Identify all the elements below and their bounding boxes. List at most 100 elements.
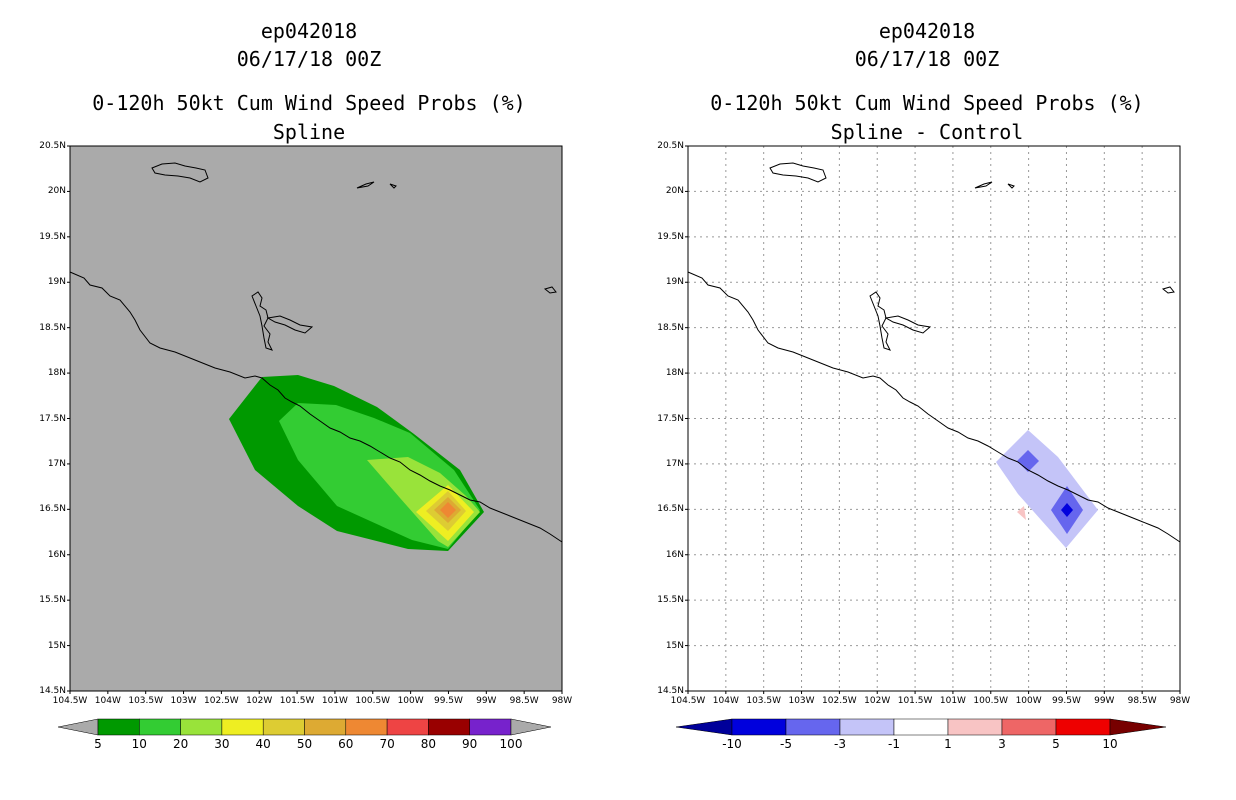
colorbar-swatch	[731, 718, 787, 736]
lon-label: 98W	[1169, 696, 1191, 706]
colorbar-label: 1	[944, 737, 952, 751]
colorbar-label: 20	[172, 737, 189, 751]
lon-label: 100W	[1015, 696, 1042, 706]
lake-reservoir	[251, 291, 314, 351]
lat-label: 16.5N	[39, 504, 66, 515]
island-small-2	[1007, 183, 1015, 189]
lat-label: 14.5N	[657, 686, 684, 696]
subtitle: Spline - Control	[830, 120, 1024, 144]
probability-contours	[229, 375, 484, 551]
datetime: 06/17/18 00Z	[854, 47, 1000, 71]
colorbar-label: -10	[722, 737, 742, 751]
lon-label: 102.5W	[204, 696, 239, 706]
datetime: 06/17/18 00Z	[236, 47, 382, 71]
storm-id: ep042018	[260, 19, 358, 43]
colorbar-swatch	[345, 718, 388, 736]
lat-label: 18.5N	[39, 322, 66, 333]
lon-label: 99W	[476, 696, 497, 706]
product-title: 0-120h 50kt Cum Wind Speed Probs (%)	[92, 91, 526, 115]
lon-label: 102.5W	[822, 696, 857, 706]
colorbar-low-arrow	[675, 718, 733, 736]
lat-label: 17N	[47, 458, 66, 469]
lat-label: 15N	[665, 640, 684, 651]
diff-plus1	[1017, 506, 1026, 520]
colorbar-label: -1	[888, 737, 900, 751]
lon-label: 101.5W	[279, 696, 315, 706]
colorbar-swatch	[428, 718, 470, 736]
lat-label: 18N	[47, 368, 66, 379]
lat-label: 20.5N	[39, 141, 66, 151]
lat-label: 16.5N	[657, 504, 684, 515]
colorbar-swatch	[139, 718, 181, 736]
colorbar-swatch	[469, 718, 512, 736]
lat-label: 17.5N	[657, 413, 684, 424]
colorbar-label: 5	[1052, 737, 1060, 751]
island-small-1	[974, 181, 993, 189]
lon-label: 99.5W	[433, 696, 463, 706]
lake-reservoir	[869, 291, 932, 351]
island-large	[769, 162, 827, 183]
lon-label: 104W	[712, 696, 739, 706]
island-east	[1161, 286, 1175, 294]
lat-label: 18N	[665, 368, 684, 379]
lat-ticks	[67, 145, 70, 692]
island-large	[151, 162, 209, 183]
lat-label: 14.5N	[39, 686, 66, 696]
island-east	[543, 286, 557, 294]
lon-label: 99.5W	[1051, 696, 1081, 706]
lon-label: 104.5W	[52, 696, 88, 706]
product-title: 0-120h 50kt Cum Wind Speed Probs (%)	[710, 91, 1144, 115]
colorbar-swatch	[221, 718, 264, 736]
colorbar-high-arrow	[1109, 718, 1167, 736]
diff-minus5	[1061, 503, 1073, 517]
lon-ticks	[687, 691, 1181, 694]
lat-label: 20N	[665, 186, 684, 197]
lat-label: 19N	[47, 277, 66, 288]
lon-label: 100.5W	[973, 696, 1009, 706]
colorbar-swatch	[839, 718, 895, 736]
colorbar-label: 5	[94, 737, 102, 751]
island-small-2	[389, 183, 397, 189]
lon-label: 103W	[788, 696, 815, 706]
colorbar-swatch	[97, 718, 140, 736]
lon-label: 98.5W	[1127, 696, 1157, 706]
lon-label: 102W	[246, 696, 273, 706]
colorbar-label: 80	[420, 737, 437, 751]
lon-label: 100W	[397, 696, 424, 706]
left-panel: ep042018 06/17/18 00Z 0-120h 50kt Cum Wi…	[39, 19, 573, 751]
colorbar-swatch	[386, 718, 429, 736]
lon-label: 101.5W	[897, 696, 933, 706]
lon-label: 100.5W	[355, 696, 391, 706]
lat-label: 16N	[665, 549, 684, 560]
lon-label: 104W	[94, 696, 121, 706]
difference-contours	[996, 430, 1098, 548]
lon-label: 103.5W	[128, 696, 164, 706]
colorbar-label: 50	[296, 737, 313, 751]
lon-label: 98W	[551, 696, 573, 706]
colorbar-swatch	[893, 718, 949, 736]
lon-label: 101W	[321, 696, 348, 706]
colorbar-swatch	[1055, 718, 1111, 736]
lon-label: 103W	[170, 696, 197, 706]
subtitle: Spline	[272, 120, 346, 144]
colorbar-swatch	[180, 718, 223, 736]
colorbar-swatch	[304, 718, 347, 736]
storm-id: ep042018	[878, 19, 976, 43]
colorbar-label: 30	[214, 737, 230, 751]
lat-label: 15N	[47, 640, 66, 651]
lon-label: 102W	[864, 696, 891, 706]
lat-label: 16N	[47, 549, 66, 560]
lon-label: 99W	[1094, 696, 1115, 706]
coastline	[687, 162, 1181, 543]
colorbar-label: 100	[499, 737, 523, 751]
lat-label: 15.5N	[657, 595, 684, 606]
colorbar-label: -3	[834, 737, 846, 751]
colorbar-label: 3	[998, 737, 1006, 751]
lat-label: 19.5N	[39, 231, 66, 242]
lat-label: 20N	[47, 186, 66, 197]
lon-ticks	[69, 691, 563, 694]
lon-label: 98.5W	[509, 696, 539, 706]
colorbar	[57, 718, 552, 736]
colorbar-swatch	[262, 718, 305, 736]
colorbar-label: 90	[462, 737, 478, 751]
